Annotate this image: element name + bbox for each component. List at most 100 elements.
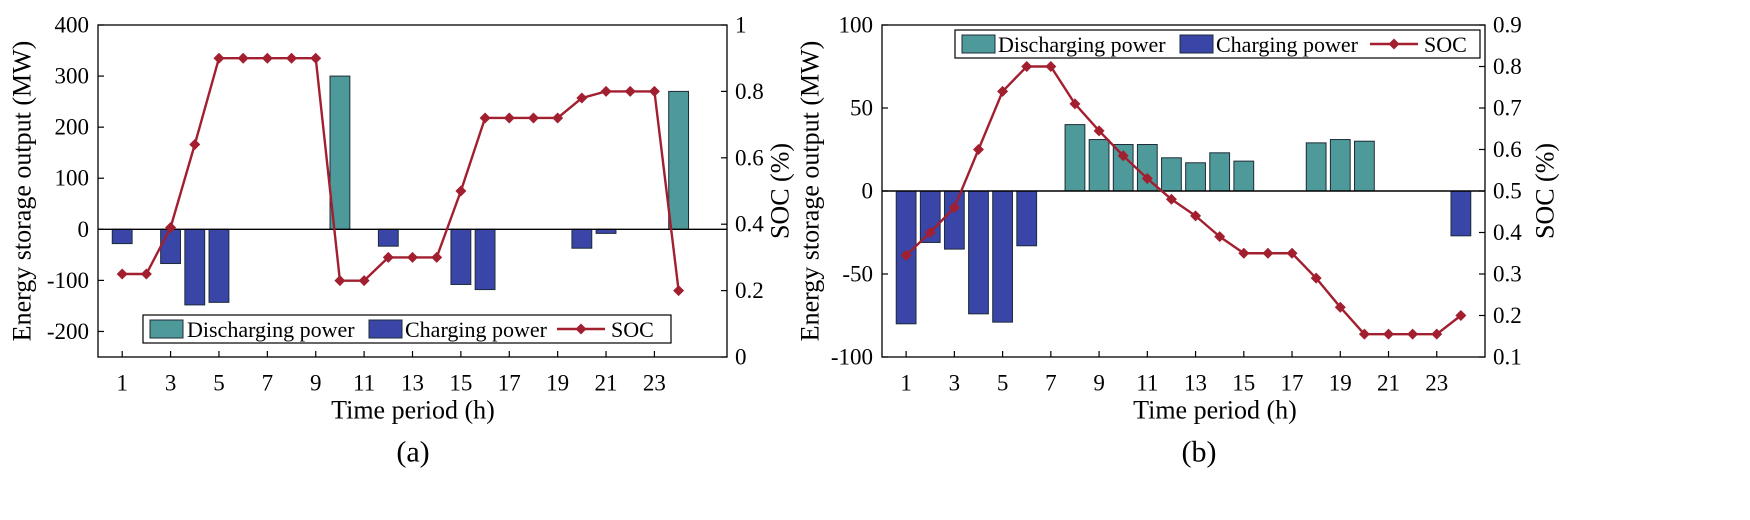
legend-swatch-discharging [149, 319, 184, 339]
y2-tick-label: 0.8 [1493, 54, 1522, 79]
panel-caption-a: (a) [396, 436, 429, 469]
y2-tick-label: 0.2 [1493, 303, 1522, 328]
y-tick-label: 100 [839, 13, 874, 38]
x-tick-label: 9 [310, 371, 322, 396]
x-tick-label: 13 [1184, 371, 1207, 396]
y2-tick-label: 0.3 [1493, 262, 1522, 287]
bar-charging-h15 [450, 228, 472, 285]
soc-marker-h5 [213, 52, 225, 64]
x-tick-label: 3 [165, 371, 177, 396]
soc-marker-h7 [1045, 61, 1057, 72]
legend-label-charging: Charging power [405, 317, 548, 342]
soc-marker-h13 [1190, 210, 1202, 222]
soc-marker-h16 [479, 112, 491, 124]
x-tick-label: 7 [262, 371, 274, 396]
y2-tick-label: 0.2 [735, 278, 764, 303]
soc-marker-h23 [1431, 328, 1443, 340]
y2-tick-label: 0.6 [735, 145, 764, 170]
soc-marker-h4 [189, 139, 201, 151]
soc-marker-h13 [407, 251, 418, 263]
x-tick-label: 5 [997, 371, 1009, 396]
plot-frame-a [97, 24, 728, 358]
axis-ticks-b: -100 -50 0 50 100 0.1 0.2 0.3 0.4 0.5 0.6 0.7 0.8 0.9… [831, 13, 1522, 396]
bar-discharging-h12 [1161, 157, 1182, 192]
legend-a: Discharging power Charging power SOC [142, 314, 672, 344]
soc-marker-h19 [552, 112, 564, 124]
y2-tick-label: 0.5 [1493, 179, 1522, 204]
legend-label-discharging: Discharging power [998, 32, 1166, 57]
soc-marker-h3 [165, 222, 177, 234]
bar-charging-h12 [377, 228, 399, 247]
bar-discharging-h20 [1354, 140, 1375, 192]
x-tick-label: 15 [1232, 371, 1255, 396]
soc-marker-h10 [1117, 150, 1129, 162]
y-tick-label: 200 [55, 115, 90, 140]
soc-marker-h2 [140, 268, 152, 280]
y-tick-label: 50 [850, 96, 873, 121]
bar-charging-h4 [968, 190, 989, 315]
y2-tick-label: 0.4 [1493, 220, 1522, 245]
y2-tick-label: 0.9 [1493, 13, 1522, 38]
soc-marker-h21 [600, 85, 612, 97]
x-tick-label: 23 [1425, 371, 1448, 396]
y2-tick-label: 0.4 [735, 212, 764, 237]
bar-discharging-h19 [1329, 139, 1351, 192]
bar-discharging-h9 [1088, 139, 1110, 192]
legend-swatch-charging [1179, 34, 1214, 54]
y2-axis-label-a: SOC (%) [766, 143, 795, 239]
y-tick-label: 300 [55, 64, 90, 89]
legend-soc-diamond-icon [575, 323, 587, 335]
y-tick-label: -100 [47, 268, 89, 293]
x-tick-label: 9 [1093, 371, 1105, 396]
bar-charging-h16 [474, 228, 496, 291]
soc-marker-h16 [1262, 247, 1274, 259]
soc-marker-h24 [673, 285, 685, 297]
plot-area-a [98, 52, 727, 306]
x-tick-label: 15 [449, 371, 472, 396]
legend-swatch-charging [368, 319, 403, 339]
legend-swatch-discharging [961, 34, 996, 54]
soc-marker-h10 [334, 275, 346, 287]
soc-marker-h11 [1141, 173, 1153, 185]
y-axis-label-b: Energy storage output (MW) [796, 41, 825, 342]
x-tick-label: 19 [1329, 371, 1352, 396]
bar-discharging-h15 [1233, 160, 1255, 192]
bar-discharging-h18 [1305, 142, 1327, 192]
y2-tick-label: 0.7 [1493, 96, 1522, 121]
bar-charging-h5 [992, 190, 1013, 323]
bar-charging-h1 [111, 228, 133, 245]
soc-marker-h1 [116, 268, 128, 280]
soc-marker-h3 [948, 202, 960, 214]
panel-caption-b: (b) [1182, 436, 1217, 469]
x-tick-label: 17 [498, 371, 521, 396]
x-tick-label: 11 [1136, 371, 1158, 396]
x-tick-label: 19 [546, 371, 569, 396]
soc-marker-h21 [1383, 328, 1395, 340]
y-tick-label: -100 [831, 345, 873, 370]
y-tick-label: -200 [47, 319, 89, 344]
soc-marker-h12 [382, 251, 394, 263]
x-tick-label: 13 [401, 371, 424, 396]
soc-marker-h22 [624, 85, 636, 97]
x-tick-label: 21 [1377, 371, 1400, 396]
soc-marker-h17 [503, 112, 515, 124]
soc-marker-h22 [1407, 328, 1419, 340]
x-tick-label: 3 [949, 371, 961, 396]
legend-label-charging: Charging power [1216, 32, 1359, 57]
soc-line [122, 57, 680, 291]
x-tick-label: 23 [643, 371, 666, 396]
bar-charging-h4 [184, 228, 206, 306]
x-tick-label: 21 [595, 371, 618, 396]
soc-marker-h8 [1069, 98, 1081, 110]
soc-marker-h14 [1214, 231, 1226, 243]
soc-marker-h7 [261, 52, 273, 64]
y2-tick-label: 0.6 [1493, 137, 1522, 162]
x-tick-label: 5 [213, 371, 225, 396]
soc-marker-h6 [1021, 61, 1033, 72]
soc-line [905, 65, 1462, 336]
y2-tick-label: 0.1 [1493, 345, 1522, 370]
legend-label-soc: SOC [1424, 32, 1467, 57]
y-tick-label: 0 [78, 217, 90, 242]
x-tick-label: 11 [353, 371, 375, 396]
soc-marker-h12 [1165, 193, 1177, 205]
